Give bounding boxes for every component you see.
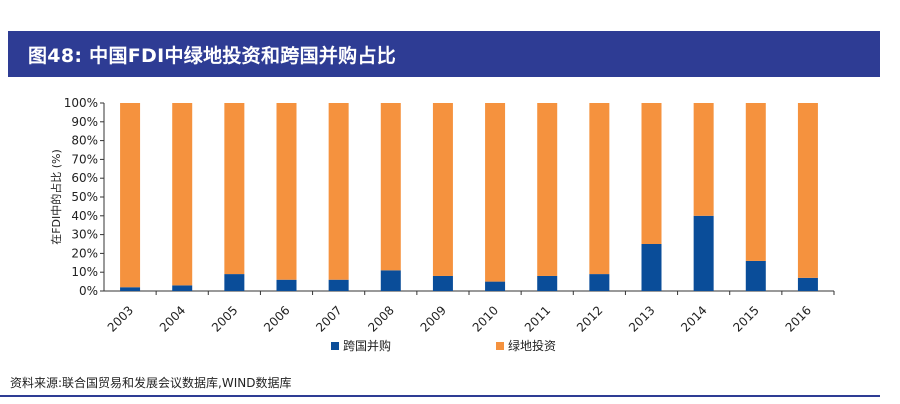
bar-ma-2008 [380, 270, 401, 291]
bar-greenfield-2004 [172, 103, 193, 286]
bar-greenfield-2015 [745, 103, 766, 261]
x-tick-label: 2015 [730, 303, 761, 334]
bar-greenfield-2013 [641, 103, 662, 244]
bar-greenfield-2011 [537, 103, 558, 276]
chart-title: 图48: 中国FDI中绿地投资和跨国并购占比 [28, 45, 397, 67]
source-note: 资料来源:联合国贸易和发展会议数据库,WIND数据库 [10, 376, 292, 390]
bar-ma-2013 [641, 244, 662, 291]
x-tick-label: 2005 [209, 303, 240, 334]
y-tick-label: 10% [71, 265, 98, 279]
x-tick-label: 2011 [522, 303, 553, 334]
bar-ma-2004 [172, 285, 193, 291]
bar-greenfield-2008 [380, 103, 401, 271]
legend-label: 绿地投资 [508, 338, 556, 353]
title-bar: 图48: 中国FDI中绿地投资和跨国并购占比 [8, 31, 880, 77]
bar-ma-2009 [432, 275, 453, 291]
y-tick-label: 90% [71, 115, 98, 129]
bar-greenfield-2012 [589, 103, 610, 275]
bar-ma-2003 [120, 287, 141, 291]
bar-greenfield-2010 [485, 103, 506, 282]
y-tick-label: 80% [71, 134, 98, 148]
bottom-rule [0, 395, 880, 397]
y-axis-title: 在FDI中的占比 (%) [49, 149, 63, 245]
y-tick-label: 100% [64, 96, 98, 110]
bar-ma-2015 [745, 260, 766, 291]
bar-ma-2007 [328, 279, 349, 291]
y-tick-label: 20% [71, 246, 98, 260]
bar-greenfield-2009 [432, 103, 453, 276]
bar-greenfield-2016 [797, 103, 818, 278]
bar-ma-2011 [537, 275, 558, 291]
bar-ma-2010 [485, 281, 506, 291]
x-tick-label: 2016 [783, 303, 814, 334]
bar-greenfield-2005 [224, 103, 245, 275]
x-tick-label: 2010 [470, 303, 501, 334]
x-tick-label: 2013 [626, 303, 657, 334]
bar-ma-2014 [693, 215, 714, 291]
x-tick-label: 2004 [157, 303, 188, 334]
x-tick-label: 2006 [261, 303, 292, 334]
y-tick-label: 0% [79, 284, 98, 298]
bar-greenfield-2007 [328, 103, 349, 280]
bar-ma-2006 [276, 279, 297, 291]
x-tick-label: 2012 [574, 303, 605, 334]
bar-ma-2012 [589, 274, 610, 291]
bar-greenfield-2014 [693, 103, 714, 216]
legend-swatch [331, 342, 339, 350]
y-tick-label: 40% [71, 209, 98, 223]
x-tick-label: 2009 [418, 303, 449, 334]
bar-greenfield-2003 [120, 103, 141, 288]
y-tick-label: 50% [71, 190, 98, 204]
y-tick-label: 30% [71, 228, 98, 242]
y-tick-label: 70% [71, 152, 98, 166]
x-tick-label: 2007 [313, 303, 344, 334]
bar-greenfield-2006 [276, 103, 297, 280]
x-tick-label: 2014 [678, 303, 709, 334]
legend-label: 跨国并购 [343, 338, 391, 353]
x-tick-label: 2008 [365, 303, 396, 334]
legend-swatch [496, 342, 504, 350]
bar-ma-2016 [797, 277, 818, 291]
y-tick-label: 60% [71, 171, 98, 185]
bar-ma-2005 [224, 274, 245, 291]
x-tick-label: 2003 [105, 303, 136, 334]
